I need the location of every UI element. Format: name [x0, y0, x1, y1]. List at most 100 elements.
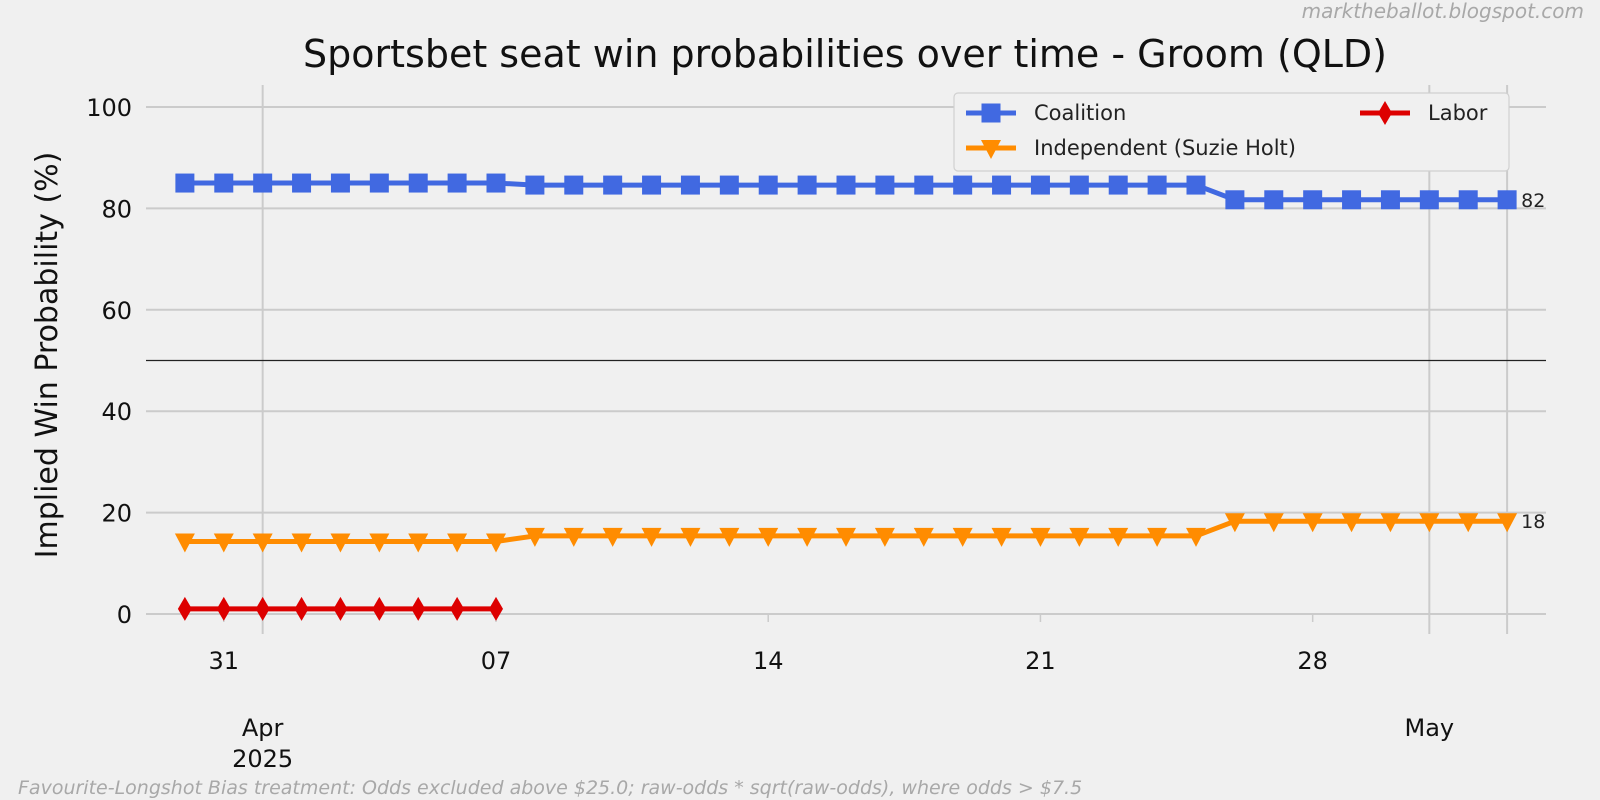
y-tick-labels: 0 20 40 60 80 100 — [86, 94, 132, 629]
data-point-independent-suzie-holt-2025-04-05 — [408, 533, 429, 553]
data-point-labor-2025-04-01 — [255, 596, 270, 621]
data-point-independent-suzie-holt-2025-04-13 — [719, 527, 740, 547]
legend-marker-coalition — [981, 103, 1001, 123]
end-label-coalition: 82 — [1521, 190, 1545, 212]
y-tick-label-20: 20 — [101, 500, 132, 528]
legend: Coalition Independent (Suzie Holt) Labor — [953, 92, 1510, 172]
data-point-coalition-2025-04-20 — [992, 175, 1012, 195]
x-major-label-May: May — [1405, 714, 1455, 742]
x-tick-label-07: 07 — [481, 647, 512, 675]
data-point-independent-suzie-holt-2025-04-14 — [758, 527, 779, 547]
data-point-independent-suzie-holt-2025-04-17 — [874, 527, 895, 547]
series-labor — [177, 596, 503, 621]
data-point-labor-2025-04-02 — [294, 596, 309, 621]
x-tick-label-21: 21 — [1025, 647, 1056, 675]
data-point-coalition-2025-04-07 — [486, 173, 506, 193]
data-point-independent-suzie-holt-2025-04-24 — [1147, 527, 1168, 547]
data-point-independent-suzie-holt-2025-04-08 — [524, 527, 545, 547]
data-point-labor-2025-04-07 — [489, 596, 503, 621]
legend-label-independent-suzie-holt: Independent (Suzie Holt) — [1034, 136, 1296, 160]
data-point-independent-suzie-holt-2025-05-01 — [1419, 513, 1440, 533]
data-point-coalition-2025-04-02 — [292, 173, 312, 193]
data-point-coalition-2025-05-03 — [1497, 190, 1517, 210]
x-tick-label-14: 14 — [753, 647, 784, 675]
series-independent-suzie-holt — [174, 513, 1518, 553]
data-point-coalition-2025-04-09 — [564, 175, 584, 195]
y-tick-label-0: 0 — [117, 601, 132, 629]
data-point-labor-2025-03-31 — [216, 596, 231, 621]
y-tick-label-80: 80 — [101, 195, 132, 223]
data-point-independent-suzie-holt-2025-04-09 — [563, 527, 584, 547]
legend-label-coalition: Coalition — [1034, 101, 1126, 125]
data-point-independent-suzie-holt-2025-04-28 — [1302, 513, 1323, 533]
data-point-independent-suzie-holt-2025-03-31 — [213, 533, 234, 553]
data-point-independent-suzie-holt-2025-03-30 — [174, 533, 195, 553]
data-point-independent-suzie-holt-2025-04-27 — [1263, 513, 1284, 533]
data-point-independent-suzie-holt-2025-04-01 — [252, 533, 273, 553]
data-point-coalition-2025-04-17 — [875, 175, 895, 195]
data-point-independent-suzie-holt-2025-04-22 — [1069, 527, 1090, 547]
data-point-independent-suzie-holt-2025-04-25 — [1186, 527, 1206, 547]
data-point-coalition-2025-05-02 — [1458, 190, 1478, 210]
data-point-labor-2025-04-03 — [333, 596, 348, 621]
x-tick-label-28: 28 — [1297, 647, 1328, 675]
data-point-coalition-2025-04-28 — [1303, 190, 1323, 210]
data-point-labor-2025-03-30 — [177, 596, 192, 621]
data-point-labor-2025-04-05 — [411, 596, 426, 621]
chart-title: Sportsbet seat win probabilities over ti… — [303, 32, 1387, 76]
data-point-independent-suzie-holt-2025-04-23 — [1108, 527, 1129, 547]
data-point-independent-suzie-holt-2025-04-26 — [1224, 513, 1245, 533]
data-point-coalition-2025-04-05 — [408, 173, 428, 193]
data-point-coalition-2025-04-26 — [1225, 190, 1245, 210]
end-labels: 82 18 — [1521, 190, 1545, 533]
data-point-coalition-2025-04-23 — [1108, 175, 1128, 195]
data-point-independent-suzie-holt-2025-04-02 — [291, 533, 312, 553]
footnote: Favourite-Longshot Bias treatment: Odds … — [18, 777, 1082, 799]
data-point-coalition-2025-04-10 — [603, 175, 623, 195]
data-point-coalition-2025-04-24 — [1147, 175, 1167, 195]
y-axis-label: Implied Win Probability (%) — [30, 152, 65, 559]
series-layer — [174, 173, 1518, 621]
x-tick-label-31: 31 — [209, 647, 240, 675]
data-point-independent-suzie-holt-2025-04-11 — [641, 527, 662, 547]
data-point-coalition-2025-04-01 — [253, 173, 273, 193]
data-point-independent-suzie-holt-2025-04-30 — [1380, 513, 1401, 533]
data-point-coalition-2025-04-21 — [1030, 175, 1050, 195]
data-point-coalition-2025-04-11 — [642, 175, 662, 195]
watermark: marktheballot.blogspot.com — [1302, 0, 1584, 23]
data-point-coalition-2025-05-01 — [1419, 190, 1439, 210]
series-coalition — [175, 173, 1517, 210]
data-point-independent-suzie-holt-2025-04-04 — [369, 533, 390, 553]
data-point-coalition-2025-04-19 — [953, 175, 973, 195]
legend-label-labor: Labor — [1428, 101, 1488, 125]
data-point-coalition-2025-04-15 — [797, 175, 817, 195]
data-point-independent-suzie-holt-2025-04-10 — [602, 527, 623, 547]
data-point-coalition-2025-03-30 — [175, 173, 195, 193]
legend-marker-labor — [1378, 101, 1392, 125]
data-point-coalition-2025-04-13 — [719, 175, 739, 195]
x-major-label-Apr: Apr — [242, 714, 284, 742]
data-point-independent-suzie-holt-2025-05-03 — [1497, 513, 1518, 533]
data-point-independent-suzie-holt-2025-04-07 — [486, 533, 506, 553]
data-point-independent-suzie-holt-2025-04-21 — [1030, 527, 1051, 547]
data-point-coalition-2025-04-03 — [330, 173, 350, 193]
x-major-sublabel-Apr: 2025 — [232, 745, 293, 773]
data-point-coalition-2025-04-22 — [1069, 175, 1089, 195]
data-point-coalition-2025-04-30 — [1380, 190, 1400, 210]
x-tick-labels: 31 07 14 21 28 Apr 2025 May — [209, 647, 1455, 773]
y-tick-label-100: 100 — [86, 94, 132, 122]
data-point-independent-suzie-holt-2025-04-18 — [913, 527, 934, 547]
data-point-coalition-2025-04-08 — [525, 175, 545, 195]
data-point-coalition-2025-04-25 — [1186, 175, 1206, 195]
data-point-independent-suzie-holt-2025-04-20 — [991, 527, 1012, 547]
data-point-independent-suzie-holt-2025-04-29 — [1341, 513, 1362, 533]
data-point-coalition-2025-04-14 — [758, 175, 778, 195]
data-point-independent-suzie-holt-2025-04-03 — [330, 533, 351, 553]
y-tick-label-40: 40 — [101, 398, 132, 426]
data-point-coalition-2025-04-18 — [914, 175, 934, 195]
data-point-coalition-2025-04-16 — [836, 175, 856, 195]
data-point-independent-suzie-holt-2025-04-19 — [952, 527, 973, 547]
end-label-independent-suzie-holt: 18 — [1521, 511, 1545, 533]
